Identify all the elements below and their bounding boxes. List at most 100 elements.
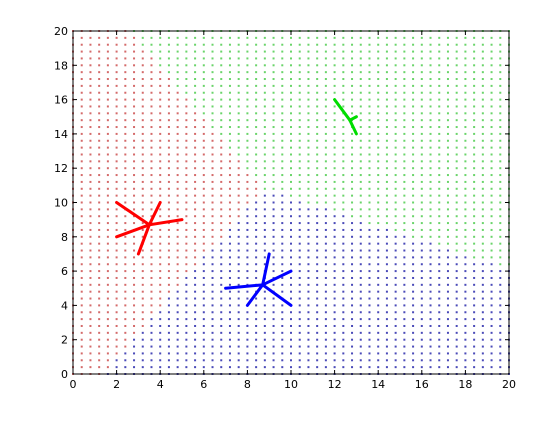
region-point <box>298 256 301 259</box>
region-point <box>167 194 170 197</box>
region-point <box>342 215 345 218</box>
region-point <box>220 283 223 286</box>
series-line-segment <box>147 201 162 227</box>
region-point <box>351 352 354 355</box>
region-point <box>150 167 153 170</box>
region-point <box>438 276 441 279</box>
region-point <box>263 290 266 293</box>
region-point <box>220 228 223 231</box>
region-point <box>307 160 310 163</box>
region-point <box>455 146 458 149</box>
region-point <box>255 112 258 115</box>
region-point <box>228 235 231 238</box>
region-point <box>359 180 362 183</box>
region-point <box>185 132 188 135</box>
region-point <box>220 338 223 341</box>
region-point <box>316 78 319 81</box>
region-point <box>307 71 310 74</box>
region-point <box>115 338 118 341</box>
region-point <box>237 228 240 231</box>
region-point <box>185 283 188 286</box>
region-point <box>80 91 83 94</box>
region-point <box>167 174 170 177</box>
region-point <box>377 64 380 67</box>
x-tick-label: 6 <box>200 378 207 391</box>
region-point <box>429 139 432 142</box>
region-point <box>324 98 327 101</box>
region-point <box>290 160 292 163</box>
region-point <box>246 235 249 238</box>
region-point <box>359 194 362 197</box>
region-point <box>385 180 388 183</box>
region-point <box>290 228 292 231</box>
region-point <box>324 43 327 46</box>
region-point <box>412 98 415 101</box>
region-point <box>80 50 83 53</box>
region-point <box>324 235 327 238</box>
region-point <box>124 160 127 163</box>
region-point <box>316 222 319 225</box>
region-point <box>316 263 319 266</box>
region-point <box>159 167 162 170</box>
region-point <box>333 242 336 245</box>
region-point <box>290 208 292 211</box>
region-point <box>490 64 493 67</box>
region-point <box>263 36 266 39</box>
region-point <box>455 270 458 273</box>
region-point <box>159 84 162 87</box>
region-point <box>133 331 136 334</box>
region-point <box>377 208 380 211</box>
region-point <box>150 180 153 183</box>
region-point <box>115 283 118 286</box>
region-point <box>481 249 484 252</box>
region-point <box>272 146 275 149</box>
region-point <box>464 290 467 293</box>
region-point <box>351 78 354 81</box>
region-point <box>316 126 319 129</box>
region-point <box>403 256 406 259</box>
region-point <box>150 366 153 369</box>
region-point <box>80 71 83 74</box>
region-point <box>298 174 301 177</box>
region-point <box>499 235 502 238</box>
region-point <box>499 105 502 108</box>
region-point <box>359 270 362 273</box>
region-point <box>316 187 319 190</box>
region-point <box>377 180 380 183</box>
region-point <box>194 228 197 231</box>
region-point <box>368 311 371 314</box>
region-point <box>115 112 118 115</box>
region-point <box>481 276 484 279</box>
region-point <box>176 84 179 87</box>
region-point <box>281 283 284 286</box>
region-point <box>342 359 345 362</box>
region-point <box>490 126 493 129</box>
region-point <box>89 139 92 142</box>
region-point <box>429 50 432 53</box>
region-point <box>98 352 101 355</box>
region-point <box>290 146 292 149</box>
region-point <box>220 187 223 190</box>
region-point <box>202 57 205 60</box>
region-point <box>455 50 458 53</box>
region-point <box>98 153 101 156</box>
region-point <box>202 345 205 348</box>
region-point <box>228 194 231 197</box>
region-point <box>281 112 284 115</box>
region-point <box>333 57 336 60</box>
region-point <box>263 256 266 259</box>
series-layer <box>115 98 358 307</box>
region-point <box>412 119 415 122</box>
y-tick-label: 20 <box>54 25 68 38</box>
region-point <box>307 235 310 238</box>
region-point <box>167 304 170 307</box>
region-point <box>359 98 362 101</box>
region-point <box>298 249 301 252</box>
region-point <box>124 318 127 321</box>
region-point <box>298 263 301 266</box>
region-point <box>438 146 441 149</box>
region-point <box>98 43 101 46</box>
region-point <box>351 297 354 300</box>
region-point <box>403 43 406 46</box>
region-point <box>185 338 188 341</box>
